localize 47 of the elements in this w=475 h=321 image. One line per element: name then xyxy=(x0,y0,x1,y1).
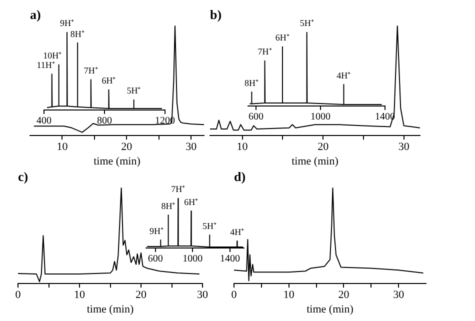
x-tick-label: 20 xyxy=(318,141,330,154)
chart-title: b) xyxy=(210,7,222,22)
annotation: 11H⁺ xyxy=(36,60,55,70)
x-tick-label: 30 xyxy=(398,141,410,154)
x-axis-title: time (min) xyxy=(86,303,134,316)
x-tick-label: 600 xyxy=(248,112,264,123)
chart-title: d) xyxy=(234,169,246,184)
x-tick-label: 10 xyxy=(74,289,86,302)
annotation: 5H⁺ xyxy=(126,86,141,96)
x-tick-label: 10 xyxy=(236,141,248,154)
x-tick-label: 1400 xyxy=(220,254,240,265)
annotation: 7H⁺ xyxy=(84,65,98,76)
x-tick-label: 30 xyxy=(197,289,208,302)
annotation: 9H⁺ xyxy=(60,18,74,28)
x-tick-label: 10 xyxy=(56,141,68,154)
x-tick-label: 1000 xyxy=(182,254,203,265)
chart-title: c) xyxy=(18,169,28,184)
annotation: 8H⁺ xyxy=(161,200,176,211)
chart-title: a) xyxy=(30,7,41,22)
x-axis-title: time (min) xyxy=(292,155,339,168)
x-tick-label: 10 xyxy=(283,289,295,302)
annotation: 6H⁺ xyxy=(102,76,116,86)
x-tick-label: 1000 xyxy=(310,112,331,123)
x-tick-label: 400 xyxy=(36,116,52,127)
x-tick-label: 30 xyxy=(186,141,198,154)
x-axis-title: time (min) xyxy=(306,303,354,316)
x-tick-label: 30 xyxy=(393,289,405,302)
annotation: 5H⁺ xyxy=(202,220,217,231)
annotation: 9H⁺ xyxy=(150,226,164,236)
x-tick-label: 800 xyxy=(97,116,112,127)
annotation: 7H⁺ xyxy=(171,184,186,194)
annotation: 6H⁺ xyxy=(184,196,198,207)
x-tick-label: 0 xyxy=(15,289,22,302)
annotation: 4H⁺ xyxy=(336,70,351,80)
x-tick-label: 20 xyxy=(136,289,147,302)
x-axis-title: time (min) xyxy=(94,155,141,168)
x-tick-label: 600 xyxy=(148,254,163,265)
annotation: 10H⁺ xyxy=(43,50,62,61)
annotation: 6H⁺ xyxy=(275,32,290,43)
annotation: 7H⁺ xyxy=(258,46,272,57)
x-tick-label: 20 xyxy=(338,289,350,302)
annotation: 8H⁺ xyxy=(244,78,259,88)
annotation: 4H⁺ xyxy=(230,226,244,237)
x-tick-label: 0 xyxy=(231,289,238,302)
x-tick-label: 20 xyxy=(121,141,133,154)
annotation: 8H⁺ xyxy=(70,28,84,39)
annotation: 5H⁺ xyxy=(300,18,314,28)
